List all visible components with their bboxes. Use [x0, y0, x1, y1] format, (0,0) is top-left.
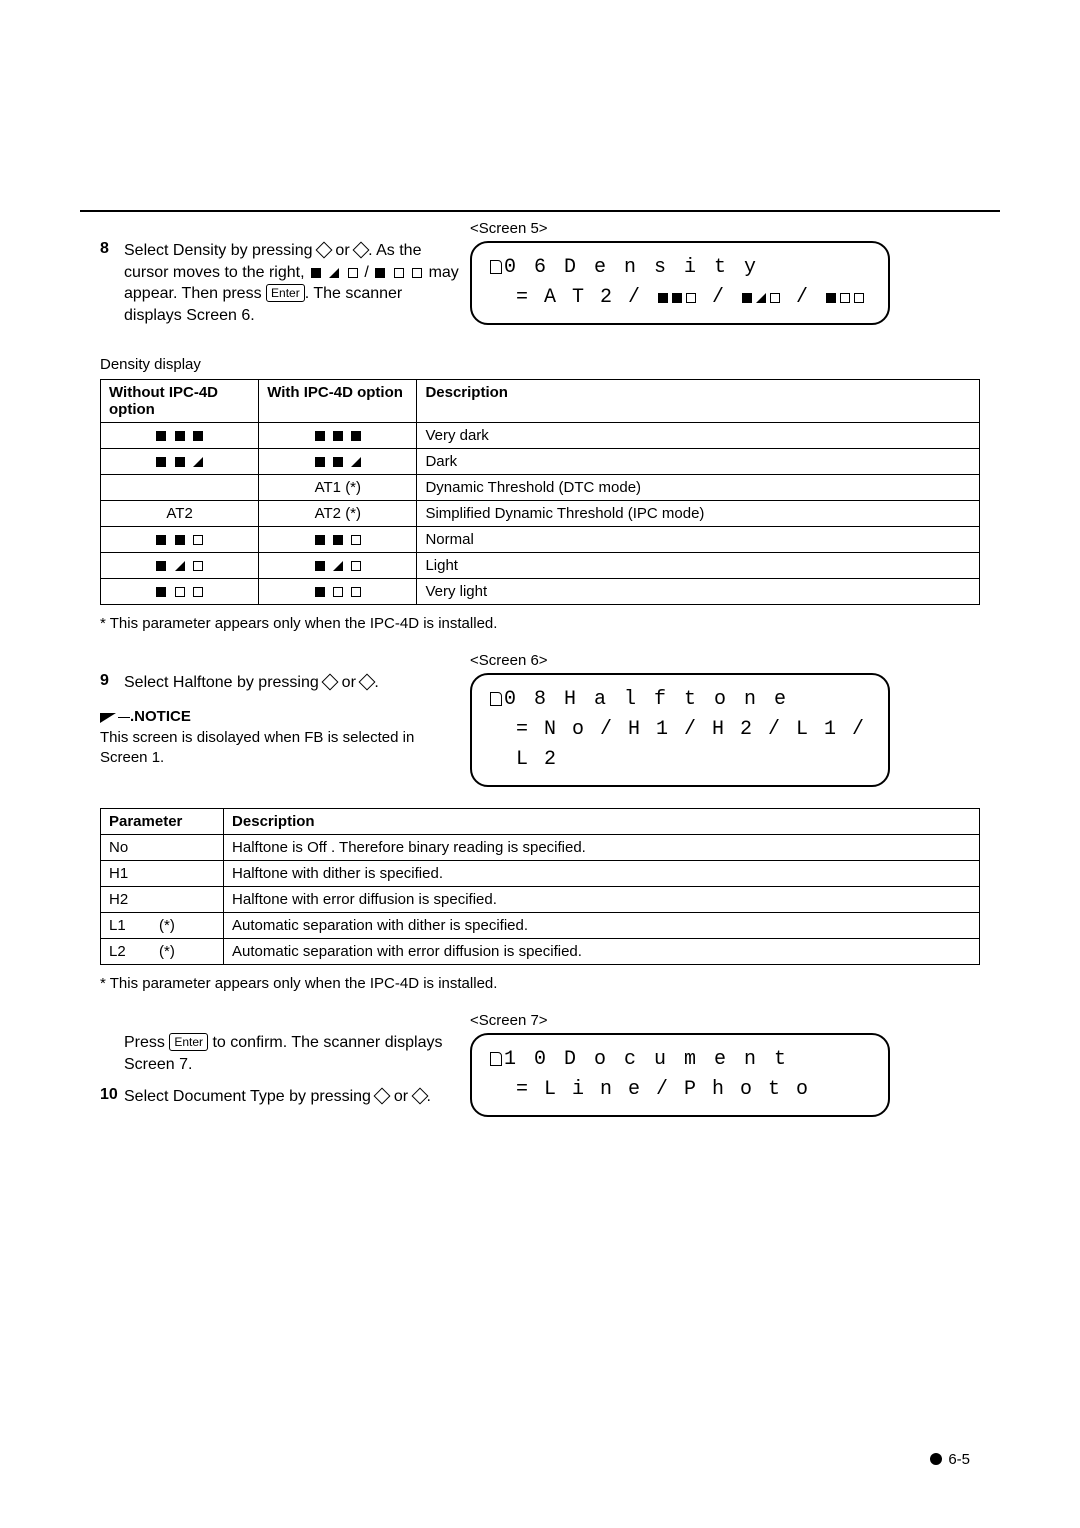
text: or — [331, 242, 354, 259]
density-table: Without IPC-4D option With IPC-4D option… — [100, 379, 980, 605]
cell-with: AT2 (*) — [259, 501, 417, 527]
cell-without — [101, 553, 259, 579]
dot-icon — [930, 1453, 942, 1465]
col-with: With IPC-4D option — [259, 380, 417, 423]
cell-desc: Very light — [417, 579, 980, 605]
enter-key-icon: Enter — [169, 1033, 208, 1051]
step-number: 8 — [100, 240, 124, 258]
text: Select Document Type by pressing — [124, 1088, 375, 1105]
step-text: Select Density by pressing or . As the c… — [124, 240, 460, 326]
cell-with — [259, 579, 417, 605]
cell-desc: Normal — [417, 527, 980, 553]
cell-param: H2 — [101, 887, 224, 913]
page-icon — [490, 1052, 502, 1066]
cell-param: No — [101, 835, 224, 861]
page-icon — [490, 692, 502, 706]
text: Select Density by pressing — [124, 242, 317, 259]
step-text: Select Document Type by pressing or . — [124, 1086, 460, 1108]
footnote: * This parameter appears only when the I… — [100, 975, 980, 992]
cell-desc: Halftone with error diffusion is specifi… — [224, 887, 980, 913]
cell-with: AT1 (*) — [259, 475, 417, 501]
lcd-line-1: 1 0 D o c u m e n t — [490, 1045, 870, 1075]
lcd-screen-6: 0 8 H a l f t o n e = N o / H 1 / H 2 / … — [470, 673, 890, 787]
cell-without — [101, 423, 259, 449]
triangle-icon — [329, 268, 339, 278]
cell-desc: Dark — [417, 449, 980, 475]
step-number: 10 — [100, 1086, 124, 1104]
lcd-line-2: = N o / H 1 / H 2 / L 1 / L 2 — [516, 715, 870, 775]
lcd-line-2: = A T 2 / / / — [516, 283, 870, 313]
page-number: 6-5 — [930, 1451, 970, 1468]
text: . — [374, 674, 378, 691]
lcd-screen-7: 1 0 D o c u m e n t = L i n e / P h o t … — [470, 1033, 890, 1117]
step-number: 9 — [100, 672, 124, 690]
cell-param: L2 (*) — [101, 939, 224, 965]
text: = A T 2 / — [516, 286, 656, 309]
text: 1 0 D o c u m e n t — [504, 1048, 789, 1071]
text: Select Halftone by pressing — [124, 674, 323, 691]
square-icon — [348, 268, 358, 278]
cell-without — [101, 527, 259, 553]
notice-icon — [100, 713, 116, 723]
confirm-step: Press Enter to confirm. The scanner disp… — [100, 1032, 460, 1107]
cell-param: H1 — [101, 861, 224, 887]
footnote: * This parameter appears only when the I… — [100, 615, 980, 632]
step-8: 8 Select Density by pressing or . As the… — [100, 240, 460, 326]
cell-without: AT2 — [101, 501, 259, 527]
cell-without — [101, 475, 259, 501]
step-text: Select Halftone by pressing or . — [124, 672, 460, 694]
lcd-line-2: = L i n e / P h o t o — [516, 1075, 870, 1105]
enter-key-icon: Enter — [266, 284, 305, 302]
notice-text: This screen is disolayed when FB is sele… — [100, 728, 460, 769]
screen-label: <Screen 5> — [470, 220, 890, 237]
square-icon — [394, 268, 404, 278]
cell-desc: Light — [417, 553, 980, 579]
lcd-screen-5: 0 6 D e n s i t y = A T 2 / / / — [470, 241, 890, 325]
cell-without — [101, 449, 259, 475]
page-icon — [490, 260, 502, 274]
cell-with — [259, 449, 417, 475]
step-9: 9 Select Halftone by pressing or . .NOTI… — [100, 672, 460, 768]
page-number-text: 6-5 — [948, 1451, 970, 1468]
lcd-line-1: 0 8 H a l f t o n e — [490, 685, 870, 715]
right-diamond-icon — [411, 1087, 428, 1104]
lcd-line-1: 0 6 D e n s i t y — [490, 253, 870, 283]
left-diamond-icon — [315, 242, 332, 259]
step-10: 10 Select Document Type by pressing or . — [100, 1086, 460, 1108]
text: 0 8 H a l f t o n e — [504, 688, 789, 711]
square-icon — [412, 268, 422, 278]
col-param: Parameter — [101, 809, 224, 835]
col-desc: Description — [224, 809, 980, 835]
step-text: Press Enter to confirm. The scanner disp… — [124, 1032, 460, 1075]
cell-desc: Very dark — [417, 423, 980, 449]
cell-with — [259, 553, 417, 579]
cell-without — [101, 579, 259, 605]
cell-param: L1 (*) — [101, 913, 224, 939]
cell-desc: Halftone with dither is specified. — [224, 861, 980, 887]
cell-desc: Automatic separation with error diffusio… — [224, 939, 980, 965]
notice-block: .NOTICE This screen is disolayed when FB… — [100, 708, 460, 769]
cell-desc: Dynamic Threshold (DTC mode) — [417, 475, 980, 501]
col-desc: Description — [417, 380, 980, 423]
cell-desc: Simplified Dynamic Threshold (IPC mode) — [417, 501, 980, 527]
screen-label: <Screen 6> — [470, 652, 890, 669]
screen-label: <Screen 7> — [470, 1012, 890, 1029]
cell-with — [259, 527, 417, 553]
halftone-table: Parameter Description NoHalftone is Off … — [100, 808, 980, 965]
text: or — [337, 674, 360, 691]
col-without: Without IPC-4D option — [101, 380, 259, 423]
text: or — [389, 1088, 412, 1105]
notice-label: .NOTICE — [130, 708, 191, 725]
text: 0 6 D e n s i t y — [504, 256, 759, 279]
cell-desc: Automatic separation with dither is spec… — [224, 913, 980, 939]
cell-desc: Halftone is Off . Therefore binary readi… — [224, 835, 980, 861]
cell-with — [259, 423, 417, 449]
page-content: 8 Select Density by pressing or . As the… — [100, 200, 980, 1115]
square-icon — [375, 268, 385, 278]
density-caption: Density display — [100, 356, 980, 373]
text: Press — [124, 1034, 169, 1051]
square-icon — [311, 268, 321, 278]
